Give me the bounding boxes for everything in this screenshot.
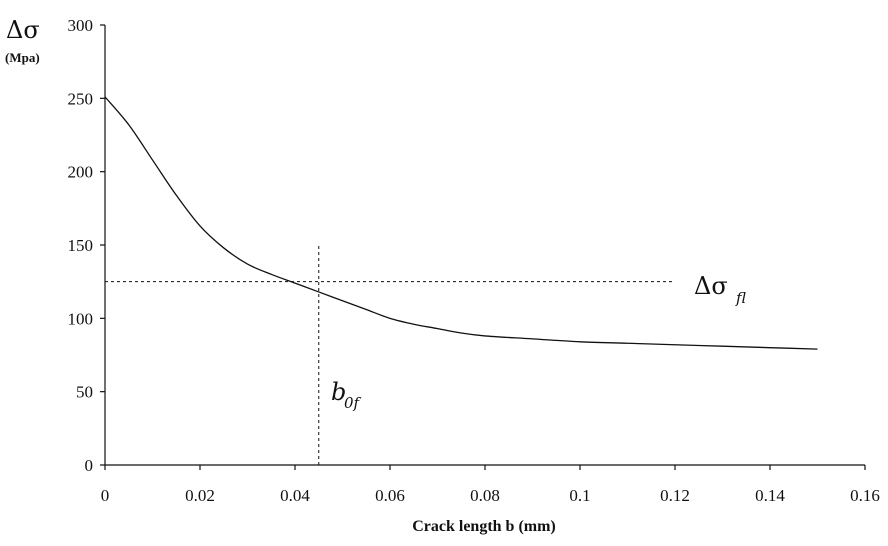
y-tick-label: 0 [85,456,94,475]
x-tick-label: 0.16 [850,486,880,505]
y-tick-label: 100 [68,309,94,328]
b0f-subscript: 0f [344,394,362,412]
x-tick-label: 0.04 [280,486,310,505]
x-tick-label: 0.14 [755,486,785,505]
x-ticks: 0 0.02 0.04 0.06 0.08 0.1 0.12 0.14 0.16 [101,465,880,505]
x-tick-label: 0.08 [470,486,500,505]
b0f-main: b [331,378,346,406]
delta-sigma-fl-subscript: fl [735,289,746,307]
y-tick-label: 50 [76,383,93,402]
y-tick-label: 150 [68,236,94,255]
y-axis-label: Δσ [6,16,40,44]
y-ticks: 0 50 100 150 200 250 300 [68,16,105,475]
x-tick-label: 0 [101,486,110,505]
x-axis-title: Crack length b (mm) [412,518,556,535]
b0f-annotation: b 0f [331,378,362,412]
delta-sigma-fl-annotation: Δσ fl [694,272,746,307]
y-tick-label: 250 [68,89,94,108]
y-tick-label: 300 [68,16,94,35]
x-tick-label: 0.1 [569,486,590,505]
y-tick-label: 200 [68,163,94,182]
series-line [104,96,818,350]
delta-sigma-fl-main: Δσ [694,272,728,300]
axes [104,25,865,466]
x-tick-label: 0.12 [660,486,690,505]
y-axis-unit: (Mpa) [5,50,40,65]
x-tick-label: 0.06 [375,486,405,505]
reference-lines [105,245,675,465]
x-tick-label: 0.02 [185,486,215,505]
